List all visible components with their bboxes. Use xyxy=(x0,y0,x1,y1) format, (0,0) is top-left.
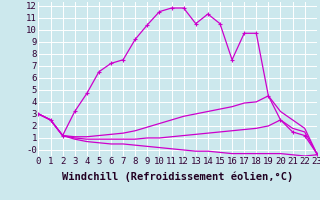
X-axis label: Windchill (Refroidissement éolien,°C): Windchill (Refroidissement éolien,°C) xyxy=(62,172,293,182)
